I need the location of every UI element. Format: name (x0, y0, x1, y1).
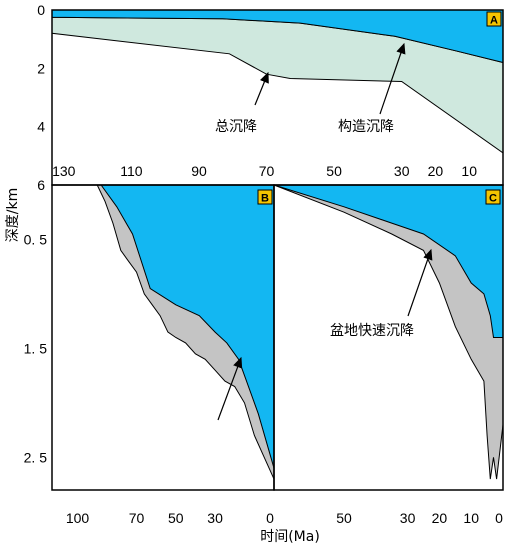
panel-c-x-tick-label: 20 (432, 510, 448, 526)
panel-a-x-tick-label: 110 (120, 163, 143, 179)
panel-c-x-tick-label: 10 (463, 510, 479, 526)
panel-b-label-box (257, 189, 273, 205)
panel-b: 100 70 50 30 0 0. 5 1. 5 2. 5 (24, 184, 275, 526)
tectonic-subsidence-label: 构造沉降 (338, 119, 394, 135)
rapid-subsidence-arrow (407, 248, 433, 317)
panel-b-y-tick-label: 0. 5 (24, 232, 48, 248)
total-subsidence-label: 总沉降 (215, 119, 257, 135)
panel-a-x-tick-label: 70 (259, 163, 275, 179)
panel-b-water-area (100, 184, 275, 469)
panel-a-y-tick-label: 4 (37, 119, 45, 135)
rapid-subsidence-label: 盆地快速沉降 (330, 323, 414, 339)
tectonic-subsidence-arrow (379, 42, 406, 115)
panel-a-y-tick-label: 6 (37, 177, 45, 193)
panel-c-label: C (489, 193, 497, 205)
panel-b-label: B (261, 193, 269, 205)
panel-a-label-box (486, 11, 502, 27)
panel-c-x-tick-label: 0 (495, 510, 503, 526)
panel-b-y-tick-label: 2. 5 (24, 449, 48, 465)
panel-a-label: A (490, 15, 498, 27)
panel-c-x-tick-label: 50 (336, 510, 352, 526)
panel-a-x-tick-label: 50 (326, 163, 342, 179)
panel-b-x-tick-label: 100 (66, 510, 90, 526)
panel-b-y-tick-label: 1. 5 (24, 340, 48, 356)
panel-a-x-tick-label: 10 (461, 163, 477, 179)
panel-c-total-area (273, 184, 504, 480)
y-axis-title: 深度/km (5, 188, 21, 242)
panel-a-y-tick-label: 0 (37, 2, 45, 18)
panel-c-label-box (485, 189, 501, 205)
panel-b-x-tick-label: 70 (129, 510, 145, 526)
panel-b-x-tick-label: 0 (266, 510, 274, 526)
total-subsidence-arrow (254, 71, 269, 106)
panel-a-y-tick-label: 2 (37, 60, 45, 76)
panel-a-x-tick-label: 130 (52, 163, 76, 179)
panel-b-arrow (217, 356, 243, 421)
panel-c-frame (273, 184, 504, 491)
panel-a-x-tick-label: 20 (428, 163, 444, 179)
panel-a-x-tick-label: 90 (191, 163, 207, 179)
panel-c-x-tick-label: 30 (400, 510, 416, 526)
panel-a: 130 110 90 70 50 30 20 10 0 2 4 6 (37, 2, 504, 193)
panel-b-x-tick-label: 30 (207, 510, 223, 526)
x-axis-title: 时间(Ma) (260, 529, 320, 545)
panel-b-x-tick-label: 50 (168, 510, 184, 526)
panel-a-x-tick-label: 30 (394, 163, 410, 179)
